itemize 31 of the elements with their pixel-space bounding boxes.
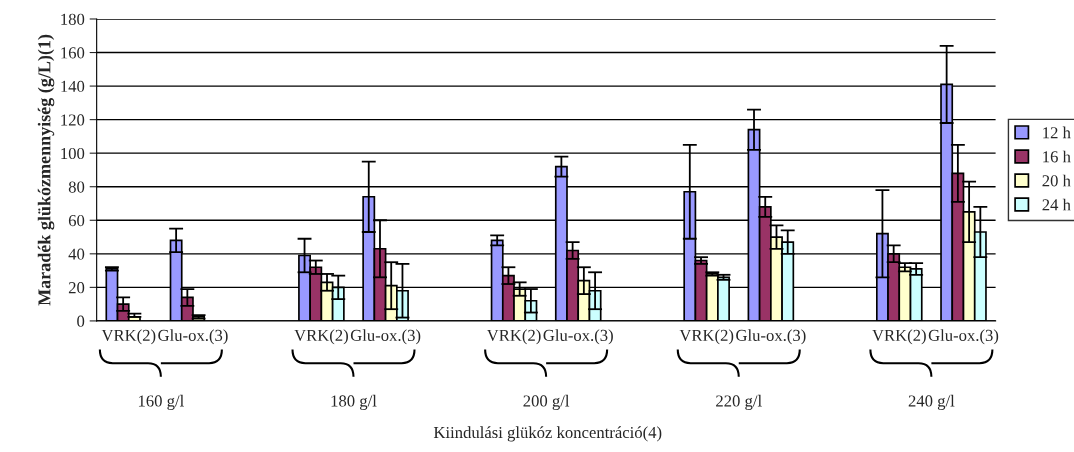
y-tick-label: 60 — [68, 214, 85, 227]
y-tick-label: 80 — [68, 181, 85, 193]
y-tick-label: 40 — [68, 248, 85, 260]
y-axis-title: Maradék glükózmennyiség (g/L)(1) — [37, 34, 55, 306]
legend-label: 24 h — [1042, 198, 1071, 211]
y-tick-label: 160 — [61, 47, 85, 59]
x-tick-label: VRK(2) — [872, 329, 926, 345]
text: 160 g/l — [138, 394, 184, 411]
text: 180 g/l — [331, 394, 377, 411]
x-tick-label: Glu-ox.(3) — [928, 329, 999, 345]
x-tick-label: VRK(2) — [486, 329, 541, 345]
text: 220 g/l — [716, 394, 762, 411]
x-tick-label: Glu-ox.(3) — [350, 329, 421, 345]
y-tick-label: 100 — [61, 147, 85, 160]
y-tick-label: 20 — [68, 282, 85, 294]
legend-label: 16 h — [1043, 150, 1071, 163]
x-tick-label: Glu-ox.(3) — [158, 329, 228, 345]
x-tick-label: VRK(2) — [679, 329, 734, 345]
x-tick-label: VRK(2) — [101, 329, 156, 345]
y-tick-label: 140 — [61, 80, 85, 93]
y-tick-label: 0 — [77, 315, 85, 327]
y-tick-label: 120 — [61, 114, 85, 126]
legend-label: 12 h — [1043, 126, 1071, 139]
x-tick-label: VRK(2) — [294, 329, 348, 345]
text: 200 g/l — [523, 394, 570, 411]
x-tick-label: Glu-ox.(3) — [736, 329, 806, 345]
text: Kiindulási glükóz koncentráció(4) — [433, 426, 662, 442]
text: 240 g/l — [908, 394, 955, 411]
y-tick-label: 180 — [61, 13, 85, 25]
legend-label: 20 h — [1042, 174, 1071, 187]
x-tick-label: Glu-ox.(3) — [543, 329, 613, 345]
